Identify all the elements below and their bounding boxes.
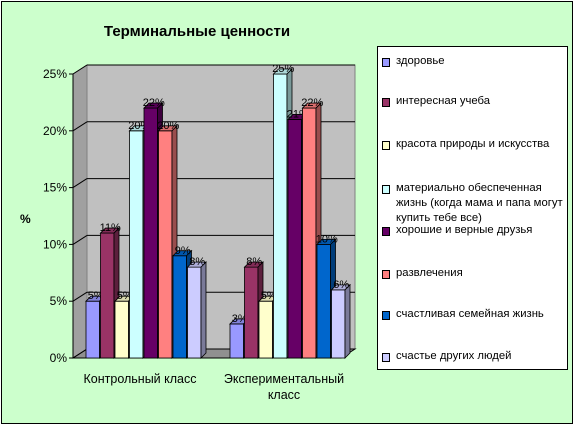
- legend-swatch: [382, 353, 390, 362]
- data-label: 5%: [261, 290, 277, 302]
- gridline-diagonal: [72, 64, 88, 75]
- legend-label: здоровье: [396, 55, 445, 67]
- data-label: 5%: [88, 290, 104, 302]
- bar: [100, 232, 115, 359]
- y-tick-label: 0%: [50, 351, 68, 365]
- bar-side: [200, 261, 207, 359]
- bar: [172, 255, 187, 359]
- data-label: 8%: [189, 256, 205, 268]
- bar: [229, 323, 244, 359]
- x-category-label: Контрольный класс: [84, 372, 197, 386]
- legend-label: красота природы и искусства: [396, 138, 550, 150]
- bar: [114, 300, 129, 359]
- gridline-diagonal: [72, 178, 88, 189]
- data-label: 22%: [301, 97, 323, 109]
- y-tick-label: 25%: [43, 67, 67, 81]
- legend-label: материально обеспеченная жизнь (когда ма…: [396, 182, 563, 224]
- legend-swatch: [382, 185, 390, 194]
- bar: [331, 289, 346, 359]
- y-tick-label: 20%: [43, 124, 67, 138]
- data-label: 22%: [143, 97, 165, 109]
- bar: [143, 107, 158, 359]
- legend-label: счастье других людей: [396, 350, 512, 362]
- legend-label: счастливая семейная жизнь: [396, 308, 544, 320]
- bar: [244, 266, 259, 359]
- data-label: 11%: [100, 222, 121, 234]
- y-tick-label: 10%: [43, 237, 67, 251]
- legend-swatch: [382, 58, 390, 67]
- bar: [302, 107, 317, 359]
- bar: [273, 73, 288, 359]
- bar: [158, 130, 173, 359]
- data-label: 25%: [272, 63, 294, 75]
- plot-side-wall: [72, 64, 88, 359]
- bar: [258, 300, 273, 359]
- data-label: 20%: [157, 120, 179, 132]
- gridline-diagonal: [72, 121, 88, 132]
- legend-swatch: [382, 98, 390, 107]
- legend-label: интересная учеба: [396, 95, 491, 107]
- x-category-label: Экспериментальный класс: [224, 372, 344, 402]
- y-axis-label: %: [20, 212, 31, 226]
- bar: [316, 243, 331, 359]
- bar: [129, 130, 144, 359]
- gridline-diagonal: [72, 348, 88, 359]
- legend: здоровье интересная учеба красота природы …: [377, 46, 568, 370]
- data-label: 6%: [333, 279, 349, 291]
- legend-label: хорошие и верные друзья: [396, 224, 533, 236]
- legend-swatch: [382, 270, 390, 279]
- bar: [287, 119, 302, 359]
- gridline-diagonal: [72, 234, 88, 245]
- chart-title: Терминальные ценности: [104, 23, 290, 40]
- bar-side: [344, 283, 351, 359]
- y-tick-label: 5%: [50, 294, 68, 308]
- legend-swatch: [382, 227, 390, 236]
- data-label: 10%: [316, 233, 338, 245]
- bar: [85, 300, 100, 359]
- bar: [187, 266, 202, 359]
- data-label: 5%: [117, 290, 133, 302]
- data-label: 3%: [232, 313, 248, 325]
- legend-swatch: [382, 311, 390, 320]
- data-label: 8%: [246, 256, 262, 268]
- y-tick-label: 15%: [43, 181, 67, 195]
- data-label: 9%: [175, 245, 191, 257]
- legend-swatch: [382, 141, 390, 150]
- legend-label: развлечения: [396, 267, 463, 279]
- gridline-diagonal: [72, 291, 88, 302]
